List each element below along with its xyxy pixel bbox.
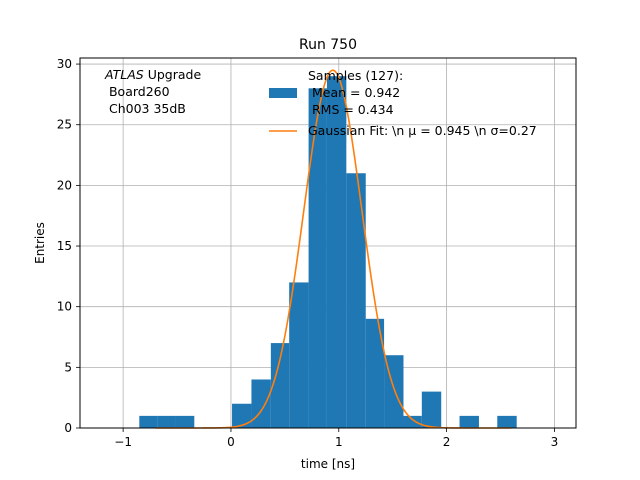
histogram-bar: [346, 173, 366, 428]
x-tick-label: 1: [335, 435, 343, 449]
y-tick-label: 10: [57, 300, 72, 314]
annotation-line-3: Ch003 35dB: [105, 101, 186, 116]
x-tick-label: 3: [551, 435, 559, 449]
histogram-bar: [270, 343, 290, 428]
histogram-bar: [308, 88, 327, 428]
chart-title: Run 750: [299, 37, 357, 53]
y-tick-label: 15: [57, 239, 72, 253]
annotation-line-1: ATLAS Upgrade: [104, 67, 201, 82]
annotation-text: ATLAS Upgrade Board260 Ch003 35dB: [104, 67, 201, 116]
legend-fit-label: Gaussian Fit: \n μ = 0.945 \n σ=0.27: [308, 123, 537, 138]
legend-histogram-line-1: Samples (127):: [308, 68, 403, 83]
histogram-bar: [497, 415, 517, 428]
histogram-bar: [326, 76, 347, 429]
histogram-bar: [403, 415, 422, 428]
x-axis-label: time [ns]: [301, 457, 355, 471]
annotation-line-2: Board260: [105, 84, 170, 99]
histogram-bar: [232, 403, 252, 428]
y-tick-label: 25: [57, 118, 72, 132]
histogram-bar: [365, 318, 385, 428]
histogram-bar: [289, 282, 309, 428]
x-tick-label: 2: [443, 435, 451, 449]
legend-histogram-line-2: Mean = 0.942: [308, 85, 400, 100]
x-axis-ticks: −1 0 1 2 3: [114, 428, 558, 449]
y-axis-label: Entries: [33, 222, 47, 264]
histogram-bar: [157, 415, 176, 428]
plot-frame: [79, 57, 577, 429]
histogram-bar: [251, 379, 271, 428]
x-tick-label: 0: [227, 435, 235, 449]
y-axis-ticks: 0 5 10 15 20 25 30: [57, 57, 80, 435]
x-tick-label: −1: [114, 435, 132, 449]
y-tick-label: 20: [57, 178, 72, 192]
legend: Samples (127): Mean = 0.942 RMS = 0.434 …: [269, 68, 537, 138]
histogram-bar: [421, 391, 442, 428]
legend-histogram-swatch: [269, 88, 297, 98]
y-tick-label: 5: [64, 360, 72, 374]
y-tick-label: 30: [57, 57, 72, 71]
y-tick-label: 0: [64, 421, 72, 435]
histogram-bar: [139, 415, 158, 428]
histogram-bar: [459, 415, 479, 428]
legend-histogram-line-3: RMS = 0.434: [308, 102, 394, 117]
histogram-bar: [175, 415, 195, 428]
